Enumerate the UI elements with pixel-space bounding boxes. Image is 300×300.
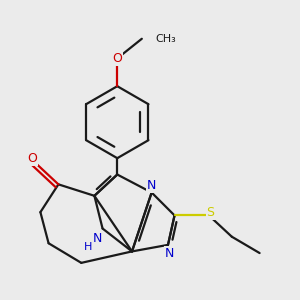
Text: N: N [93,232,102,245]
Text: N: N [147,179,156,192]
Text: CH₃: CH₃ [155,34,176,44]
Text: N: N [165,247,174,260]
Text: O: O [27,152,37,165]
Text: S: S [206,206,214,219]
Text: H: H [84,242,92,251]
Text: O: O [112,52,122,65]
